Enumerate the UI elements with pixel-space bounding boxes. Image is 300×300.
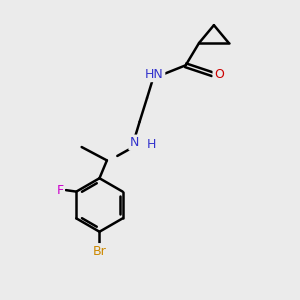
- Text: F: F: [56, 184, 64, 196]
- Text: O: O: [214, 68, 224, 81]
- Text: N: N: [130, 136, 139, 149]
- Text: H: H: [147, 138, 156, 151]
- Text: HN: HN: [145, 68, 164, 81]
- Text: Br: Br: [93, 244, 106, 258]
